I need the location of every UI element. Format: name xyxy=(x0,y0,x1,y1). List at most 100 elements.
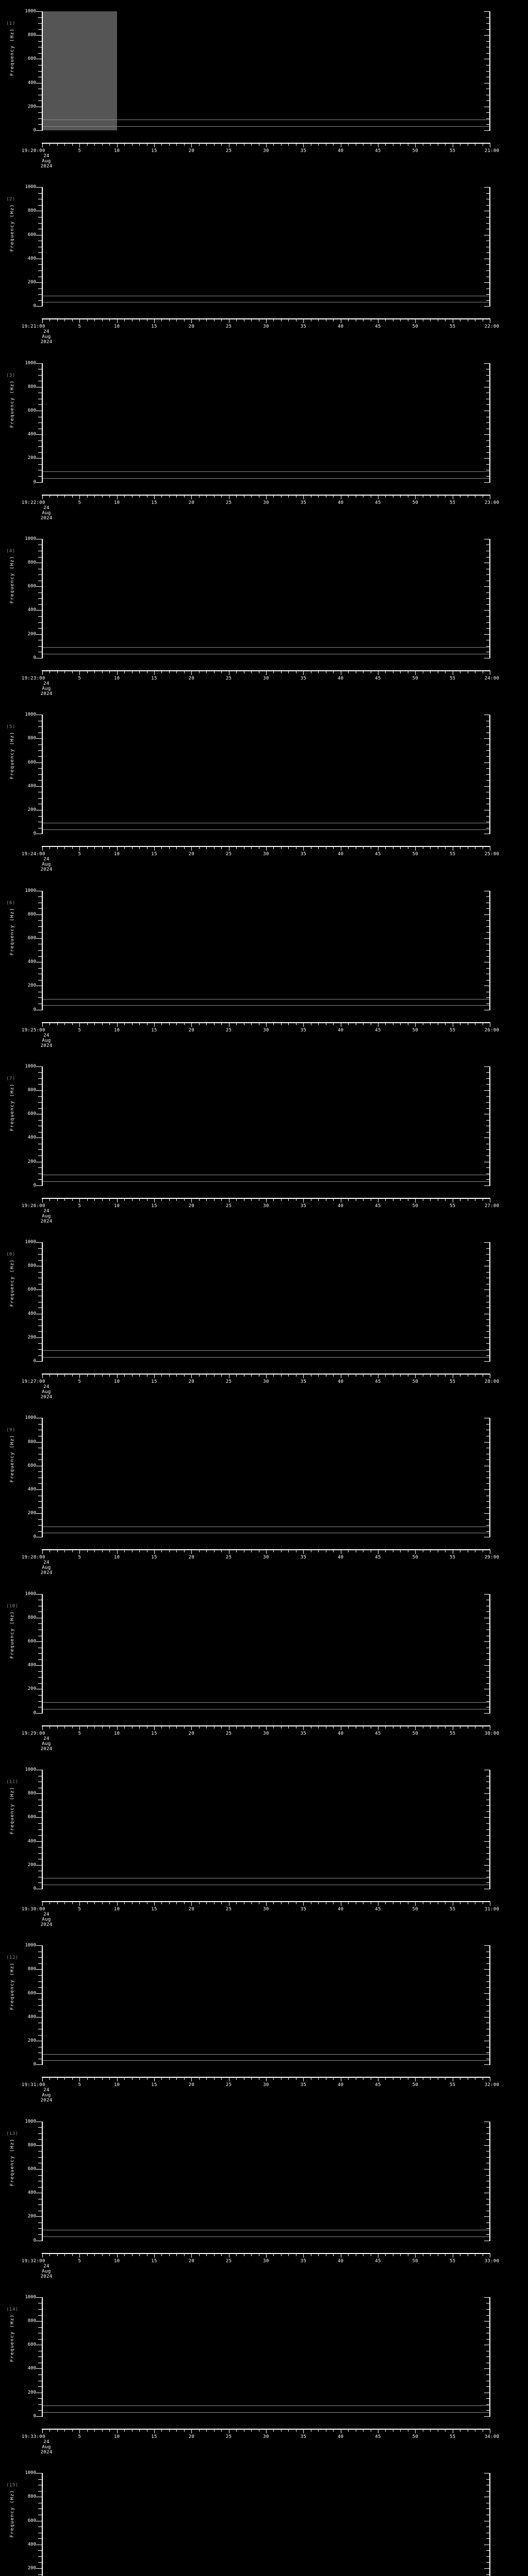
y-axis-tick-label: 600 xyxy=(27,1990,36,1996)
x-axis-tick-label: 20 xyxy=(188,852,195,857)
x-axis-tick xyxy=(318,2429,319,2432)
x-axis-tick xyxy=(273,1550,274,1553)
x-axis-tick xyxy=(169,144,170,146)
x-axis-tick-label: 15 xyxy=(151,1027,157,1033)
x-axis-line xyxy=(42,1374,490,1375)
y-axis-tick-label: 1000 xyxy=(25,1767,36,1772)
x-axis-tick xyxy=(385,1902,386,1904)
x-axis-tick xyxy=(445,1023,446,1025)
x-axis-tick xyxy=(131,1198,133,1201)
y-axis-tick xyxy=(36,1793,42,1794)
plot-area[interactable] xyxy=(42,1770,490,1889)
x-axis-tick xyxy=(236,847,237,850)
y-axis-tick-right xyxy=(486,375,490,376)
x-axis-tick xyxy=(415,2078,416,2082)
spectrogram-panel[interactable]: (4) Frequency (Hz) 1000 800 600 400 200 0 19:23:… xyxy=(0,528,528,703)
x-axis-tick xyxy=(42,319,43,324)
x-axis-date-label: 24 Aug 2024 xyxy=(31,2088,62,2103)
x-axis-tick xyxy=(117,847,118,851)
spectrogram-panel[interactable]: (12) Frequency (Hz) 1000 800 600 400 200 0 19:31… xyxy=(0,1934,528,2110)
x-axis-tick-label: 20 xyxy=(188,1555,195,1561)
x-axis-tick-label: 50 xyxy=(412,1203,419,1209)
y-axis-tick xyxy=(38,223,42,224)
plot-area[interactable] xyxy=(42,538,490,658)
x-axis-date-label: 24 Aug 2024 xyxy=(31,681,62,697)
x-axis-tick xyxy=(199,495,200,498)
y-axis-tick-right xyxy=(484,306,490,307)
y-axis-tick xyxy=(38,2005,42,2006)
y-axis-tick-right xyxy=(484,1594,490,1595)
y-axis-tick-right xyxy=(486,53,490,54)
plot-area[interactable] xyxy=(42,11,490,130)
spectrogram-panel[interactable]: (14) Frequency (Hz) 1000 800 600 400 200 0 19:33… xyxy=(0,2286,528,2462)
date-year: 2024 xyxy=(40,2098,53,2104)
spectrogram-panel[interactable]: (7) Frequency (Hz) 1000 800 600 400 200 0 19:26:… xyxy=(0,1055,528,1231)
y-axis-tick-right xyxy=(486,100,490,101)
x-axis-tick xyxy=(87,2253,88,2256)
spectrogram-panel[interactable]: (11) Frequency (Hz) 1000 800 600 400 200 0 19:30… xyxy=(0,1758,528,1934)
y-axis-tick-label: 200 xyxy=(27,455,36,461)
y-axis-tick-right xyxy=(484,1489,490,1490)
x-axis-start-time-label: 19:32:00 xyxy=(22,2258,45,2264)
axis-frame-left xyxy=(42,2297,43,2417)
x-axis-tick xyxy=(333,847,334,850)
x-axis-tick xyxy=(42,847,43,851)
x-axis-tick xyxy=(72,1550,73,1553)
x-axis-tick xyxy=(169,1375,170,1377)
x-axis-tick xyxy=(154,2253,155,2258)
x-axis-tick xyxy=(124,2429,125,2432)
x-axis-tick xyxy=(117,495,118,499)
plot-area[interactable] xyxy=(42,1242,490,1362)
spectrogram-panel[interactable]: (2) Frequency (Hz) 1000 800 600 400 200 0 19:21:… xyxy=(0,176,528,351)
x-axis-tick xyxy=(42,1902,43,1906)
spectrogram-panel[interactable]: (15)Frequency (Hz)1000800600400200019:34… xyxy=(0,2462,528,2576)
spectrogram-panel[interactable]: (3) Frequency (Hz) 1000 800 600 400 200 0 19:22:… xyxy=(0,352,528,528)
x-axis-date-label: 24 Aug 2024 xyxy=(31,1912,62,1927)
plot-area[interactable] xyxy=(42,890,490,1010)
x-axis-tick xyxy=(191,495,192,499)
plot-area[interactable] xyxy=(42,2297,490,2416)
spectrogram-panel[interactable]: (5) Frequency (Hz) 1000 800 600 400 200 0 19:24:… xyxy=(0,703,528,879)
y-axis-tick xyxy=(38,926,42,927)
x-axis-tick xyxy=(131,319,133,322)
trace-line xyxy=(42,2054,490,2055)
y-axis-tick xyxy=(38,2550,42,2551)
plot-area[interactable] xyxy=(42,2121,490,2241)
x-axis-line xyxy=(42,494,490,496)
y-axis-tick xyxy=(36,11,42,12)
spectrogram-panel[interactable]: (6) Frequency (Hz) 1000 800 600 400 200 0 19:25:… xyxy=(0,879,528,1055)
spectrogram-panel[interactable]: (9) Frequency (Hz) 1000 800 600 400 200 0 19:28:… xyxy=(0,1406,528,1582)
x-axis-tick xyxy=(102,2253,103,2256)
y-axis-tick xyxy=(38,2139,42,2140)
x-axis-tick-label: 10 xyxy=(113,852,120,857)
x-axis-tick xyxy=(251,1550,252,1553)
plot-area[interactable] xyxy=(42,363,490,482)
plot-area[interactable] xyxy=(42,2473,490,2576)
x-axis-tick xyxy=(79,2253,80,2258)
y-axis-tick xyxy=(36,1594,42,1595)
plot-area[interactable] xyxy=(42,1418,490,1537)
x-axis-tick xyxy=(124,1198,125,1201)
x-axis-tick xyxy=(154,495,155,499)
y-axis-tick xyxy=(38,968,42,969)
x-axis-tick-label: 15 xyxy=(151,1907,157,1912)
plot-area[interactable] xyxy=(42,1594,490,1713)
plot-area[interactable] xyxy=(42,715,490,834)
y-axis-tick-right xyxy=(486,1272,490,1273)
x-axis-tick xyxy=(176,1726,177,1728)
x-axis-tick xyxy=(280,1023,282,1025)
x-axis-tick xyxy=(161,1902,162,1904)
y-axis-tick xyxy=(38,920,42,921)
y-axis-tick xyxy=(38,780,42,781)
x-axis-tick xyxy=(385,2078,386,2080)
plot-area[interactable] xyxy=(42,1066,490,1185)
plot-area[interactable] xyxy=(42,1945,490,2065)
spectrogram-panel[interactable]: (13) Frequency (Hz) 1000 800 600 400 200 0 19:32… xyxy=(0,2110,528,2286)
date-month: Aug xyxy=(42,510,51,516)
x-axis-tick xyxy=(273,1023,274,1025)
spectrogram-panel[interactable]: (8) Frequency (Hz) 1000 800 600 400 200 0 19:27:… xyxy=(0,1231,528,1406)
x-axis-tick xyxy=(445,2078,446,2080)
plot-area[interactable] xyxy=(42,187,490,307)
spectrogram-panel[interactable]: (10) Frequency (Hz) 1000 800 600 400 200 0 19:29… xyxy=(0,1583,528,1758)
spectrogram-panel[interactable]: (1) Frequency (Hz) 1000 800 600 400 200 0 19:20:… xyxy=(0,0,528,176)
